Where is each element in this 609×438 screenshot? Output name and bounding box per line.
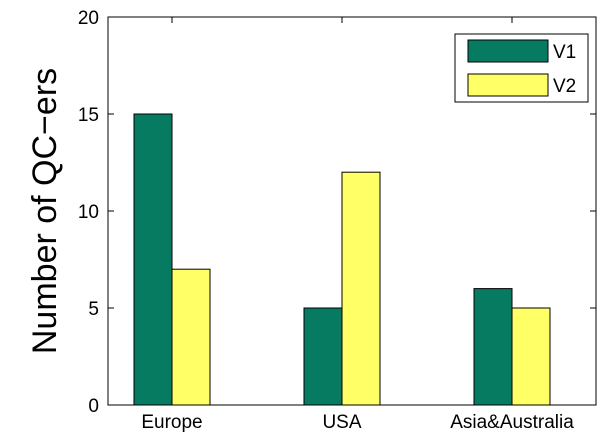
legend-label-v2: V2 — [553, 76, 576, 97]
legend-label-v1: V1 — [553, 42, 576, 63]
bar-v2-europe — [171, 268, 211, 406]
bar-v2-usa — [341, 171, 381, 406]
legend-swatch-v2 — [467, 73, 549, 97]
y-tick-label-10: 10 — [78, 202, 99, 223]
y-axis-title: Number of QC−ers — [26, 68, 64, 354]
y-tick-label-20: 20 — [78, 8, 99, 29]
y-tick-label-15: 15 — [78, 105, 99, 126]
x-tick-label-usa: USA — [322, 412, 361, 433]
bars-layer — [133, 113, 551, 406]
ticks-layer: 0 5 10 15 20 Europe USA Asia&Australia — [78, 8, 596, 433]
x-tick-label-europe: Europe — [141, 412, 202, 433]
bar-v1-asia-australia — [473, 288, 513, 406]
legend: V1 V2 — [454, 33, 589, 103]
bar-v1-europe — [133, 113, 173, 406]
bar-v1-usa — [303, 307, 343, 406]
x-tick-label-asia-australia: Asia&Australia — [450, 412, 574, 433]
y-tick-label-0: 0 — [88, 396, 99, 417]
y-tick-label-5: 5 — [88, 299, 99, 320]
bar-v2-asia-australia — [511, 307, 551, 406]
legend-swatch-v1 — [467, 39, 549, 63]
